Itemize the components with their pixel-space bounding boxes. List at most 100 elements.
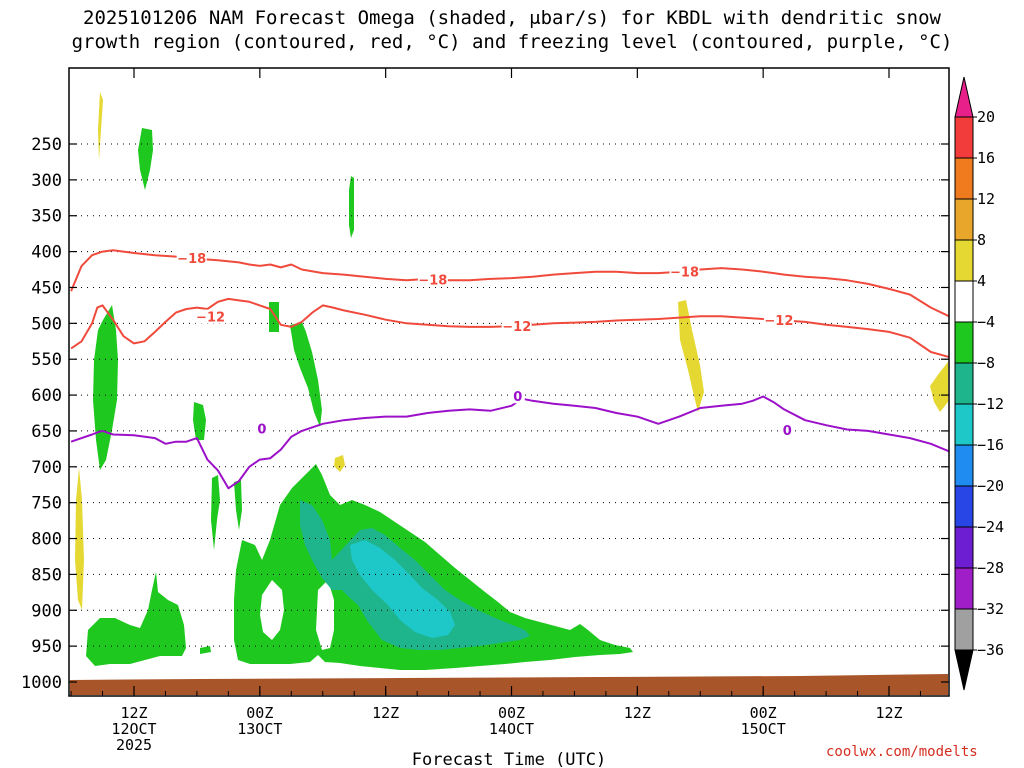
contour-label-bg xyxy=(780,422,795,437)
colorbar-label: 16 xyxy=(977,149,995,167)
colorbar-swatch xyxy=(954,239,974,282)
contour-label: −12 xyxy=(764,314,793,329)
contour-label-bg xyxy=(254,421,269,436)
omega-region-green xyxy=(200,646,211,654)
x-tick-label: 13OCT xyxy=(237,720,282,738)
y-tick-label: 600 xyxy=(31,386,62,406)
contour-label-bg xyxy=(763,313,794,328)
contour-label: 0 xyxy=(257,422,266,437)
contour-label-bg xyxy=(510,389,525,404)
contour-label-bg xyxy=(195,309,226,324)
omega-region-green xyxy=(349,176,354,238)
colorbar-swatch xyxy=(954,567,974,610)
x-tick-label: 12Z xyxy=(372,704,399,722)
chart-title-line-1: 2025101206 NAM Forecast Omega (shaded, μ… xyxy=(83,7,941,29)
colorbar-label: 12 xyxy=(977,190,995,208)
contour-label: −18 xyxy=(177,252,206,267)
colorbar-swatch xyxy=(954,444,974,487)
contour-label: 0 xyxy=(783,424,792,439)
contour-label-bg xyxy=(501,318,532,333)
y-tick-label: 300 xyxy=(31,171,62,191)
contour-label-bg xyxy=(669,264,700,279)
y-tick-label: 500 xyxy=(31,314,62,334)
y-tick-label: 400 xyxy=(31,243,62,263)
colorbar-label: −32 xyxy=(977,600,1004,618)
y-tick-label: 1000 xyxy=(21,673,62,693)
plot-background xyxy=(69,68,949,696)
x-tick-label: 12Z xyxy=(875,704,902,722)
contour-label: −12 xyxy=(502,320,531,335)
colorbar-label: 4 xyxy=(977,272,986,290)
y-tick-label: 950 xyxy=(31,637,62,657)
omega-region-yellow xyxy=(334,455,345,472)
colorbar-label: −36 xyxy=(977,641,1004,659)
omega-shading-layer xyxy=(75,92,948,670)
colorbar-swatch xyxy=(954,526,974,569)
omega-region-green xyxy=(269,302,279,332)
contour-label: 0 xyxy=(513,390,522,405)
colorbar-swatch xyxy=(954,321,974,364)
colorbar-top-arrow xyxy=(954,76,974,118)
ground-surface xyxy=(70,674,948,695)
omega-region-cyan xyxy=(350,540,455,638)
x-tick-label: 2025 xyxy=(116,736,152,754)
watermark-link[interactable]: coolwx.com/modelts xyxy=(826,744,978,760)
omega-region-green xyxy=(290,322,322,427)
chart-title: 2025101206 NAM Forecast Omega (shaded, μ… xyxy=(0,6,1024,54)
colorbar-label: −12 xyxy=(977,395,1004,413)
y-tick-label: 250 xyxy=(31,135,62,155)
y-tick-label: 750 xyxy=(31,494,62,514)
y-tick-label: 800 xyxy=(31,530,62,550)
colorbar-label: 8 xyxy=(977,231,986,249)
x-axis-label: Forecast Time (UTC) xyxy=(412,750,606,768)
colorbar-label: −28 xyxy=(977,559,1004,577)
y-tick-label: 450 xyxy=(31,278,62,298)
colorbar-label: −8 xyxy=(977,354,995,372)
colorbar-swatch xyxy=(954,403,974,446)
plot-frame xyxy=(68,67,950,697)
omega-region-green xyxy=(211,475,220,550)
x-tick-label: 12Z xyxy=(120,704,147,722)
x-tick-label: 14OCT xyxy=(489,720,534,738)
omega-region-green xyxy=(93,305,118,470)
colorbar-label: −20 xyxy=(977,477,1004,495)
x-tick-label: 00Z xyxy=(750,704,777,722)
y-tick-label: 650 xyxy=(31,422,62,442)
contour-label: −12 xyxy=(196,311,225,326)
contour-label: −18 xyxy=(418,273,447,288)
colorbar-swatch xyxy=(954,485,974,528)
colorbar-swatch xyxy=(954,198,974,241)
colorbar-swatch xyxy=(954,280,974,323)
colorbar-label: −4 xyxy=(977,313,995,331)
omega-region-yellow xyxy=(930,362,948,412)
colorbar-swatch xyxy=(954,116,974,159)
contour-label: −18 xyxy=(670,265,699,280)
omega-region-white xyxy=(316,580,334,650)
y-tick-label: 900 xyxy=(31,601,62,621)
x-tick-label: 00Z xyxy=(498,704,525,722)
colorbar: 20 16 12 8 4 −4 −8 −12 −16 −20 −24 −28 −32 −36 xyxy=(954,76,1004,691)
contour-label-bg xyxy=(417,272,448,287)
colorbar-swatch xyxy=(954,362,974,405)
colorbar-label: −16 xyxy=(977,436,1004,454)
x-tick-label: 00Z xyxy=(246,704,273,722)
colorbar-label: 20 xyxy=(977,108,995,126)
colorbar-swatch xyxy=(954,157,974,200)
y-tick-label: 850 xyxy=(31,565,62,585)
colorbar-label: −24 xyxy=(977,518,1004,536)
contour-label-bg xyxy=(176,250,207,265)
contour-line xyxy=(70,395,949,490)
omega-region-yellow xyxy=(98,92,103,160)
y-tick-label: 550 xyxy=(31,350,62,370)
y-tick-label: 350 xyxy=(31,207,62,227)
omega-region-white xyxy=(260,580,284,640)
colorbar-swatch xyxy=(954,608,974,651)
x-tick-label: 12Z xyxy=(624,704,651,722)
contour-line xyxy=(70,297,949,359)
x-tick-label: 15OCT xyxy=(741,720,786,738)
omega-region-green xyxy=(234,480,242,530)
contour-label-layer: −18 −18 −18 −12 −12 −12 0 0 0 xyxy=(176,250,795,439)
y-axis: 250 300 350 400 450 500 550 600 650 700 750 800 850 9… xyxy=(21,135,949,693)
omega-region-green xyxy=(86,572,186,666)
